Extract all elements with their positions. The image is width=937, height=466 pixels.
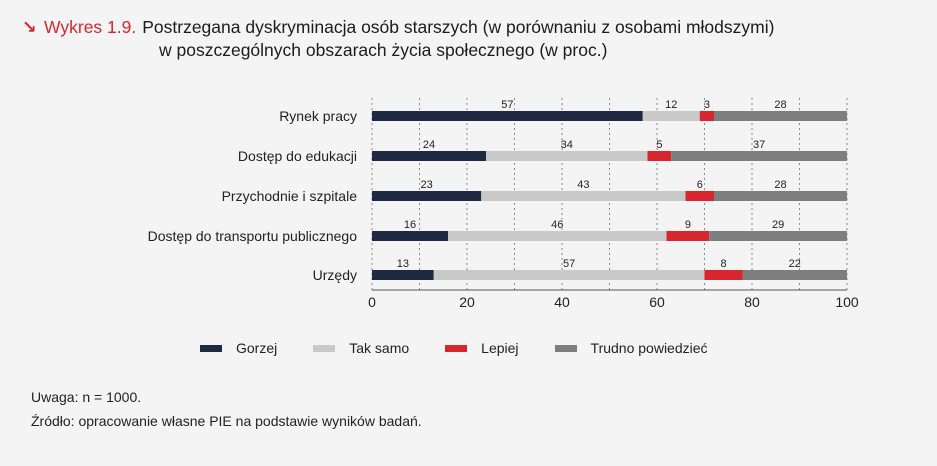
data-label: 28 [774,99,786,111]
data-label: 46 [551,219,563,231]
bar-segment [685,191,714,201]
data-label: 9 [685,219,691,231]
note-uwaga: Uwaga: n = 1000. [31,389,142,405]
data-label: 57 [501,99,513,111]
legend-swatch [445,344,468,352]
bar-segment [448,231,667,241]
bar-segment [714,191,847,201]
legend-label: Lepiej [481,340,519,356]
legend-swatch [200,344,222,352]
data-label: 16 [404,219,416,231]
data-label: 34 [561,139,573,151]
bar-segment [372,231,448,241]
bar-segment [372,191,482,201]
category-label: Dostęp do transportu publicznego [148,228,358,244]
data-label: 13 [397,258,409,270]
data-label: 22 [789,258,801,270]
legend-swatch [313,344,336,352]
bar-segment [742,270,847,280]
bar-segment [714,111,847,121]
title-line-1: ↘ Wykres 1.9. Postrzegana dyskryminacja … [22,16,774,39]
legend-label: Trudno powiedzieć [590,340,708,356]
figure-number: Wykres 1.9. [44,17,137,37]
data-label: 8 [720,258,726,270]
note-source: Źródło: opracowanie własne PIE na podsta… [31,413,422,429]
title-text: Postrzegana dyskryminacja osób starszych… [142,17,775,37]
category-label: Rynek pracy [279,108,357,124]
legend-item: Gorzej [200,340,277,356]
x-tick-label: 60 [649,294,665,310]
data-label: 12 [665,99,677,111]
bar-segment [647,151,672,161]
bar-segment [481,191,686,201]
arrow-down-right-icon: ↘ [22,17,37,37]
bar-segment [486,151,648,161]
legend-swatch [554,344,577,352]
bar-segment [666,231,710,241]
x-tick-label: 20 [459,294,475,310]
bar-segment [433,270,705,280]
legend: Gorzej Tak samo Lepiej Trudno powiedzieć [200,340,744,356]
data-label: 6 [697,179,703,191]
bar-segment [372,111,643,121]
data-label: 5 [656,139,662,151]
bar-segment [642,111,700,121]
bar-segment [709,231,847,241]
bar-segment [671,151,847,161]
data-label: 24 [423,139,435,151]
category-label: Urzędy [313,267,357,283]
category-label: Dostęp do edukacji [238,148,357,164]
legend-label: Tak samo [349,340,410,356]
bar-segment [372,151,486,161]
data-label: 23 [421,179,433,191]
title-line-2: w poszczególnych obszarach życia społecz… [159,40,608,60]
bar-segment [372,270,434,280]
bar-segment [704,270,743,280]
data-label: 28 [774,179,786,191]
data-label: 29 [772,219,784,231]
category-label: Przychodnie i szpitale [222,188,358,204]
notes: Uwaga: n = 1000. Źródło: opracowanie wła… [31,385,422,433]
legend-item: Trudno powiedzieć [554,340,708,356]
bar-segment [699,111,714,121]
legend-item: Tak samo [313,340,409,356]
chart-title: ↘ Wykres 1.9. Postrzegana dyskryminacja … [22,16,774,62]
data-label: 37 [753,139,765,151]
data-label: 57 [563,258,575,270]
x-tick-label: 80 [744,294,760,310]
data-label: 3 [704,99,710,111]
legend-label: Gorzej [236,340,278,356]
legend-item: Lepiej [445,340,519,356]
data-label: 43 [577,179,589,191]
x-tick-label: 0 [368,294,376,310]
x-tick-label: 40 [554,294,570,310]
x-tick-label: 100 [835,294,859,310]
